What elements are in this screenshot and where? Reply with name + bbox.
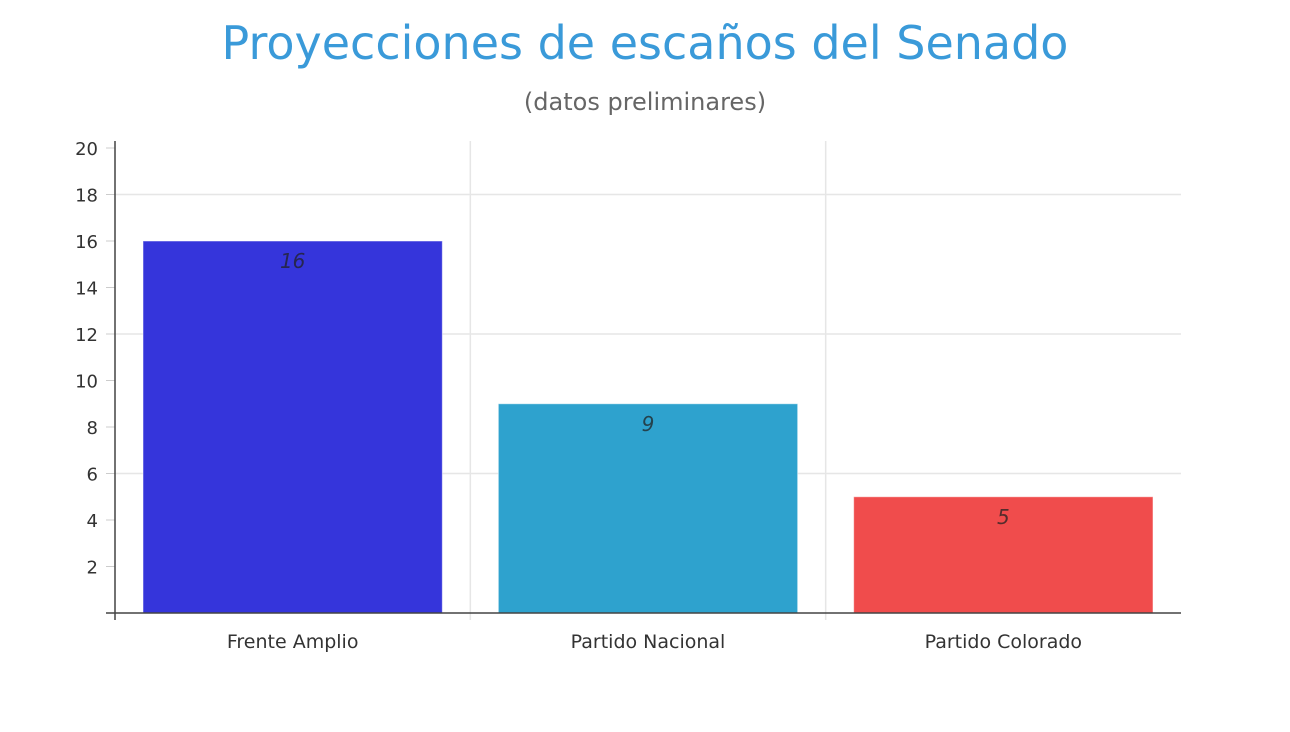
y-tick-label: 16 <box>75 232 98 253</box>
chart-title: Proyecciones de escaños del Senado <box>221 16 1069 70</box>
y-tick-label: 2 <box>87 558 98 579</box>
bar-frente-amplio <box>142 240 443 614</box>
bar-partido-nacional <box>497 403 799 614</box>
bar-partido-colorado <box>853 496 1154 614</box>
y-tick-label: 18 <box>75 186 98 207</box>
y-tick-label: 14 <box>75 279 98 300</box>
y-tick-label: 4 <box>87 511 98 532</box>
data-label: 5 <box>997 505 1010 529</box>
x-tick-label: Frente Amplio <box>227 631 359 653</box>
y-tick-label: 20 <box>75 139 98 160</box>
data-label: 9 <box>642 412 655 436</box>
y-tick-label: 10 <box>75 372 98 393</box>
y-tick-label: 8 <box>87 418 98 439</box>
chart-subtitle: (datos preliminares) <box>523 88 767 116</box>
y-tick-label: 12 <box>75 325 98 346</box>
x-tick-label: Partido Colorado <box>925 631 1082 653</box>
y-tick-label: 6 <box>87 465 98 486</box>
data-label: 16 <box>280 249 305 273</box>
x-tick-label: Partido Nacional <box>571 631 726 653</box>
